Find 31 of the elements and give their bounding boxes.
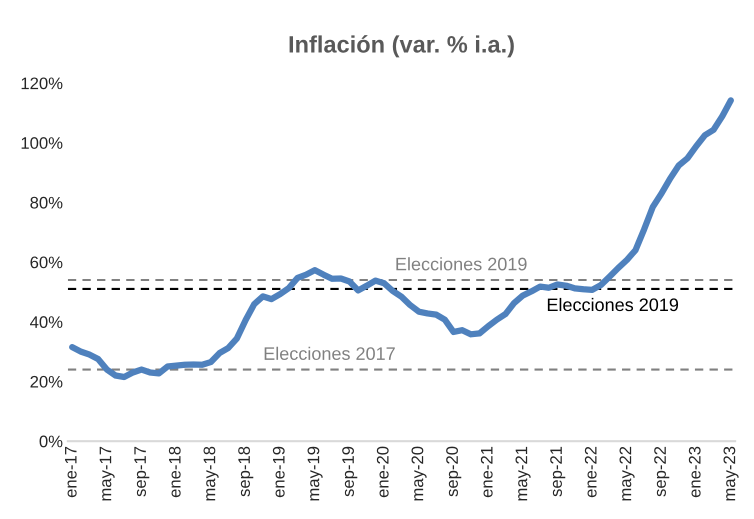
y-tick-label: 100% [22,137,62,149]
x-tick-label: ene-21 [480,446,493,498]
x-tick-label: ene-19 [272,446,285,498]
x-tick-label: may-22 [619,446,635,500]
y-tick-label: 20% [30,376,62,388]
x-tick-label: may-21 [516,446,531,500]
chart-title: Inflación (var. % i.a.) [290,35,514,58]
y-tick-label: 0% [40,436,62,448]
x-tick-label: sep-18 [238,446,254,497]
x-tick-label: sep-22 [654,446,670,497]
x-tick-label: may-18 [204,446,219,500]
x-tick-label: ene-22 [584,446,597,498]
ref-line-label: Elecciones 2019 [548,298,678,312]
x-tick-label: sep-19 [342,446,358,497]
x-tick-label: sep-20 [446,446,462,497]
y-tick-label: 120% [22,77,62,90]
x-tick-label: ene-20 [376,446,389,498]
x-tick-label: may-19 [308,446,323,500]
x-tick-label: sep-17 [134,446,150,497]
x-tick-label: ene-17 [65,446,77,498]
x-tick-label: may-20 [412,446,427,500]
ref-line-label: Elecciones 2019 [396,257,527,270]
x-tick-label: ene-18 [168,446,181,498]
x-tick-label: ene-23 [688,446,701,498]
y-tick-label: 60% [30,256,62,268]
x-tick-label: may-17 [100,446,115,500]
x-tick-label: may-23 [723,446,739,500]
x-tick-label: sep-21 [550,446,566,497]
ref-line-label: Elecciones 2017 [264,346,395,360]
y-tick-label: 40% [30,316,62,328]
y-tick-label: 80% [30,196,62,209]
